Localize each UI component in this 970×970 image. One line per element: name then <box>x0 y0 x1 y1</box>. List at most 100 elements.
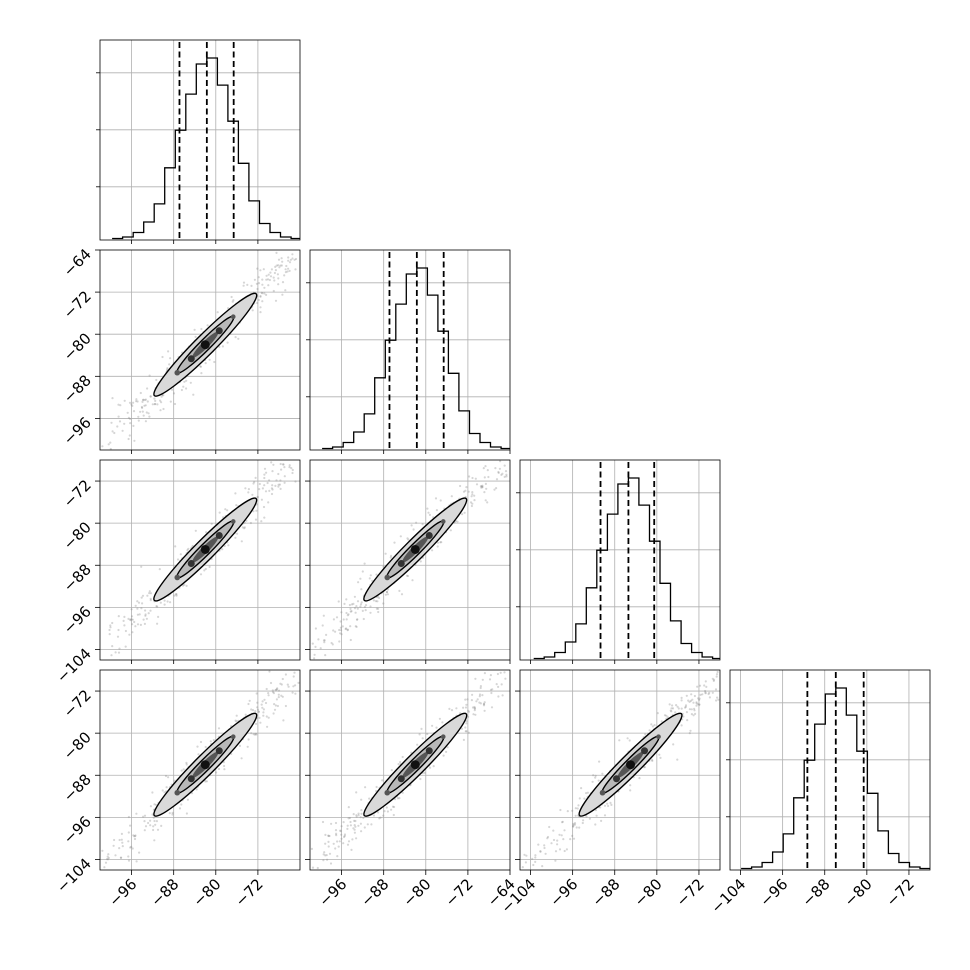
scatter-point <box>704 680 707 683</box>
scatter-point <box>142 414 145 417</box>
scatter-point <box>349 625 352 628</box>
scatter-point <box>283 274 286 277</box>
scatter-point <box>134 834 137 837</box>
scatter-point <box>322 639 326 642</box>
scatter-point <box>698 697 701 700</box>
scatter-point <box>272 289 275 293</box>
scatter-point <box>262 505 266 509</box>
scatter-point <box>237 337 240 340</box>
scatter-point <box>223 764 226 768</box>
scatter-point <box>261 487 264 490</box>
scatter-point <box>124 645 127 648</box>
scatter-point <box>355 791 358 794</box>
scatter-point <box>578 826 581 829</box>
scatter-point <box>686 719 689 722</box>
histogram-step <box>533 477 720 660</box>
scatter-panel-0-2 <box>99 459 301 661</box>
scatter-point <box>199 365 202 368</box>
scatter-point <box>618 739 621 742</box>
scatter-point <box>205 531 208 534</box>
scatter-point <box>398 589 401 593</box>
scatter-point <box>194 529 197 532</box>
scatter-point <box>666 716 670 719</box>
scatter-point <box>484 482 487 485</box>
scatter-point <box>101 849 104 852</box>
scatter-point <box>439 499 442 502</box>
scatter-point <box>231 300 234 303</box>
scatter-point <box>132 424 135 427</box>
scatter-point <box>103 866 106 869</box>
density-blob <box>440 734 446 740</box>
scatter-point <box>155 378 158 382</box>
scatter-point <box>463 511 466 514</box>
scatter-point <box>355 625 358 629</box>
scatter-point <box>105 858 109 861</box>
scatter-point <box>643 766 647 769</box>
scatter-point <box>284 704 287 708</box>
scatter-point <box>651 758 654 762</box>
scatter-point <box>441 721 444 724</box>
x-tick-label: −80 <box>400 875 435 910</box>
scatter-point <box>464 489 467 492</box>
scatter-point <box>130 845 133 849</box>
scatter-point <box>263 698 266 701</box>
scatter-point <box>223 544 226 548</box>
x-tick-label: −104 <box>707 875 749 917</box>
scatter-point <box>205 780 208 783</box>
hist-panel-1 <box>306 249 511 451</box>
scatter-point <box>154 803 157 806</box>
scatter-point <box>338 640 341 643</box>
scatter-point <box>558 848 562 851</box>
x-tick-label: −96 <box>105 875 140 910</box>
scatter-point <box>291 691 294 694</box>
scatter-point <box>249 521 252 525</box>
scatter-panel-0-3 <box>99 669 301 871</box>
scatter-point <box>291 471 294 475</box>
scatter-point <box>716 696 719 699</box>
scatter-point <box>350 603 354 606</box>
hist-panel-0 <box>96 39 301 241</box>
scatter-point <box>399 761 402 764</box>
scatter-point <box>345 611 348 615</box>
scatter-point <box>581 821 584 825</box>
scatter-point <box>238 744 242 748</box>
scatter-point <box>595 814 598 817</box>
scatter-point <box>324 842 327 845</box>
scatter-point <box>276 273 279 276</box>
scatter-point <box>384 552 387 555</box>
scatter-point <box>356 618 359 621</box>
scatter-point <box>204 745 207 749</box>
scatter-point <box>562 838 565 841</box>
scatter-point <box>483 491 486 494</box>
scatter-point <box>259 269 262 272</box>
scatter-point <box>523 853 526 856</box>
scatter-point <box>705 685 708 689</box>
scatter-point <box>133 835 137 838</box>
scatter-point <box>351 838 354 841</box>
scatter-point <box>127 617 130 621</box>
scatter-point <box>503 464 506 467</box>
scatter-point <box>603 804 607 807</box>
scatter-point <box>390 808 393 811</box>
scatter-point <box>687 699 690 702</box>
scatter-point <box>145 411 148 414</box>
scatter-frame <box>99 249 301 451</box>
scatter-point <box>674 711 677 714</box>
scatter-point <box>140 565 143 568</box>
density-blob <box>187 559 195 567</box>
scatter-point <box>168 812 171 815</box>
scatter-point <box>224 508 227 511</box>
scatter-point <box>357 814 360 817</box>
scatter-point <box>109 447 112 451</box>
scatter-point <box>242 284 245 287</box>
scatter-point <box>272 463 275 466</box>
scatter-point <box>148 592 151 595</box>
scatter-point <box>127 416 130 419</box>
scatter-point <box>374 600 378 603</box>
scatter-point <box>286 683 289 686</box>
scatter-point <box>173 402 177 406</box>
density-blob <box>174 574 181 581</box>
scatter-point <box>340 633 343 636</box>
scatter-point <box>362 617 365 621</box>
scatter-point <box>321 624 324 627</box>
